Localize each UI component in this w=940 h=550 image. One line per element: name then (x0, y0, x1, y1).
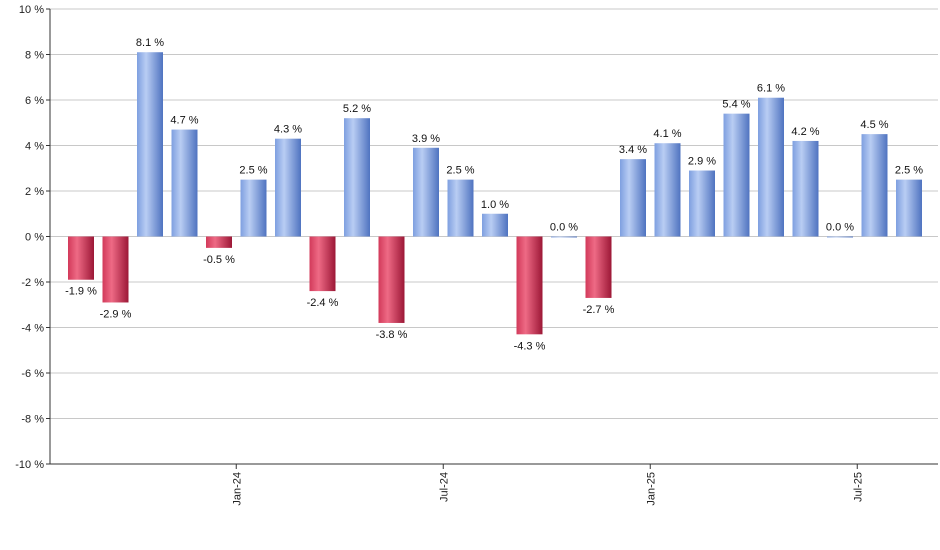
bar (827, 236, 853, 238)
axes: -10 % -8 % -6 % -4 % -2 % 0 % 2 % 4 % 6 % 8 % 10 %… (15, 4, 938, 506)
bar-value-label: 5.4 % (722, 99, 750, 111)
bar-value-label: -2.4 % (307, 297, 339, 309)
x-tick-label: Jul-24 (438, 472, 450, 502)
bar (171, 129, 198, 237)
bar (792, 140, 819, 237)
y-tick-label: -8 % (21, 414, 44, 426)
y-tick-label: 0 % (25, 232, 44, 244)
bar (309, 236, 336, 292)
bar-value-label: 5.2 % (343, 103, 371, 115)
bar-value-label: 4.2 % (791, 126, 819, 138)
bar (516, 236, 543, 335)
bar (102, 236, 129, 303)
bar-value-label: 3.4 % (619, 144, 647, 156)
bar-value-label: 4.5 % (860, 119, 888, 131)
bar (585, 236, 612, 298)
y-tick-label: -10 % (15, 459, 44, 471)
bar-value-label: -4.3 % (514, 340, 546, 352)
bar-value-label: 3.9 % (412, 133, 440, 145)
bar-value-label: -2.7 % (583, 304, 615, 316)
bar (896, 179, 922, 237)
bar (240, 179, 267, 237)
bar-value-label: -3.8 % (376, 329, 408, 341)
bar-value-label: 8.1 % (136, 37, 164, 49)
bar (689, 170, 715, 237)
bar-value-label: 4.7 % (170, 115, 198, 127)
data-labels: -1.9 %-2.9 % 8.1 % 4.7 % -0.5 % 2.5 % 4.3 % -2… (65, 37, 923, 352)
bar (68, 236, 94, 280)
bar (137, 52, 163, 237)
bar-value-label: 6.1 % (757, 83, 785, 95)
bar-value-label: 4.1 % (653, 128, 681, 140)
bar-value-label: 4.3 % (274, 124, 302, 136)
y-tick-label: 10 % (19, 4, 44, 16)
bar (447, 179, 474, 237)
bars (68, 52, 922, 335)
bar (378, 236, 405, 323)
y-tick-label: -6 % (21, 368, 44, 380)
bar (206, 236, 232, 248)
bar-value-label: 0.0 % (826, 222, 854, 234)
bar (275, 138, 301, 237)
bar (758, 97, 784, 237)
x-tick-label: Jan-25 (645, 472, 657, 506)
x-tick-label: Jan-24 (231, 472, 243, 506)
bar (654, 143, 681, 237)
x-tick-label: Jul-25 (852, 472, 864, 502)
y-tick-label: -4 % (21, 323, 44, 335)
bar (723, 113, 750, 237)
bar-value-label: 2.9 % (688, 156, 716, 168)
y-tick-label: -2 % (21, 277, 44, 289)
bar (344, 118, 370, 237)
bar (861, 134, 888, 237)
bar (620, 159, 646, 237)
y-tick-label: 2 % (25, 186, 44, 198)
bar (551, 236, 577, 238)
bar-value-label: 1.0 % (481, 199, 509, 211)
bar-value-label: -1.9 % (65, 286, 97, 298)
bar-value-label: -0.5 % (203, 254, 235, 266)
bar-value-label: 2.5 % (239, 165, 267, 177)
bar-value-label: 0.0 % (550, 222, 578, 234)
y-tick-label: 4 % (25, 141, 44, 153)
y-tick-label: 6 % (25, 95, 44, 107)
bar (413, 147, 439, 237)
bar (482, 213, 508, 237)
bar-value-label: -2.9 % (100, 308, 132, 320)
bar-value-label: 2.5 % (895, 165, 923, 177)
y-tick-label: 8 % (25, 50, 44, 62)
bar-value-label: 2.5 % (446, 165, 474, 177)
